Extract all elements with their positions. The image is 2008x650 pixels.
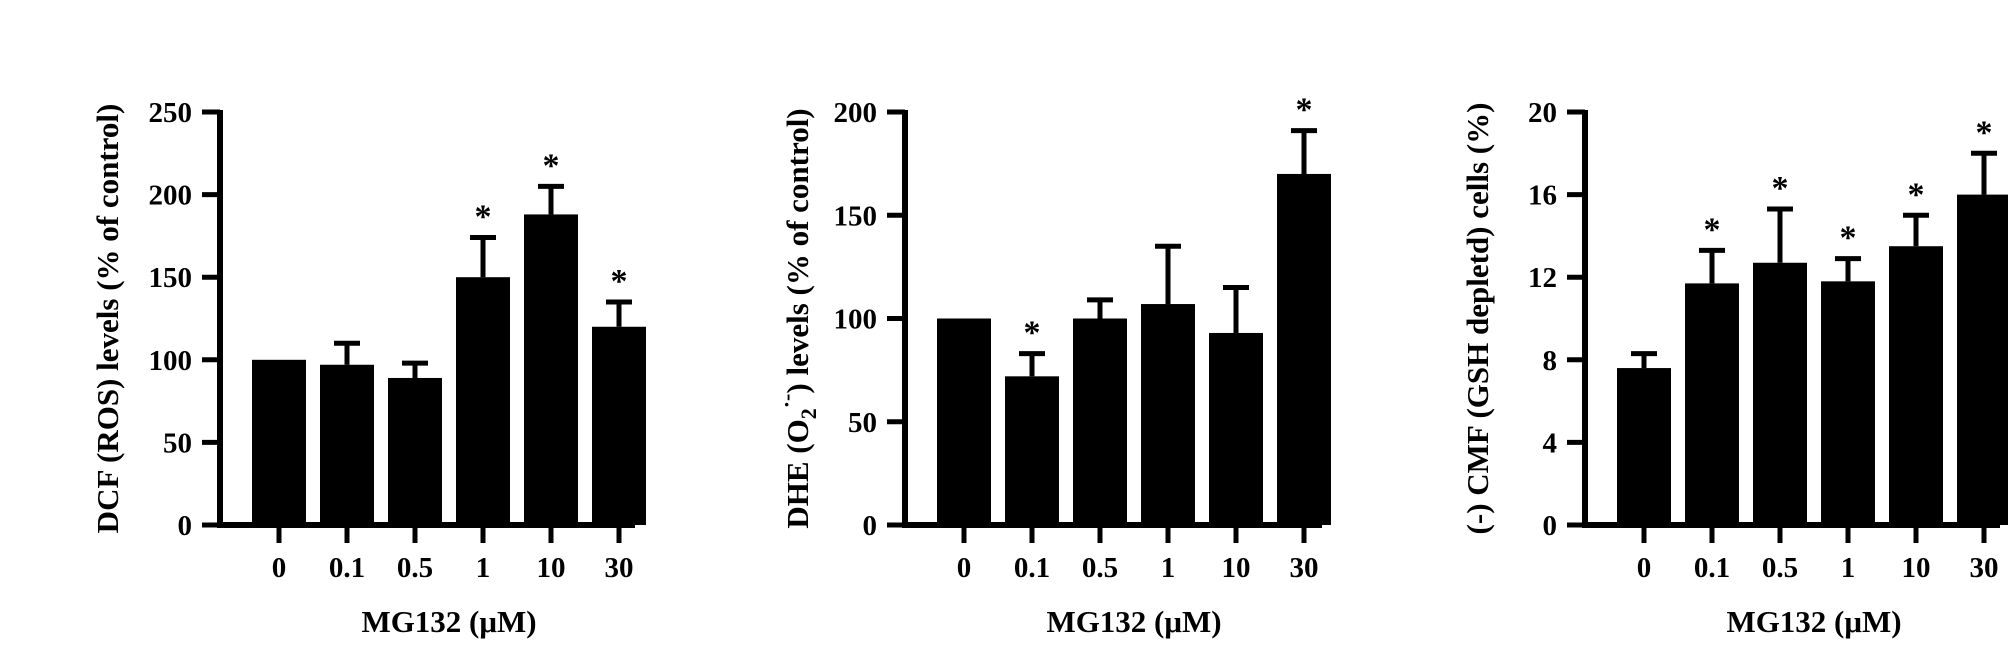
bar — [592, 326, 646, 525]
bar — [1073, 318, 1127, 525]
significance-marker: * — [543, 147, 560, 184]
x-tick-label: 10 — [537, 552, 566, 584]
y-tick-label: 8 — [1543, 345, 1558, 377]
x-tick-label: 1 — [1841, 552, 1856, 584]
bar — [456, 277, 510, 525]
y-tick-label: 200 — [149, 180, 193, 212]
bar — [1277, 173, 1331, 525]
bar — [1617, 368, 1671, 525]
x-tick-label: 1 — [476, 552, 491, 584]
y-tick-label: 0 — [863, 510, 878, 542]
significance-marker: * — [1840, 220, 1857, 257]
bar — [252, 359, 306, 525]
x-tick-label: 0 — [957, 552, 972, 584]
bar — [388, 377, 442, 525]
y-tick-label: 150 — [149, 262, 193, 294]
y-tick-label: 150 — [834, 200, 878, 232]
x-tick-label: 0 — [272, 552, 287, 584]
y-axis-title: DHE (O2·-) levels (% of control) — [774, 108, 821, 528]
chart-panel-3: 0 4 8 12 16 20 0 0.1 * 0.5 * 1 * 10 * 30 * MG132 (μM) (-) … — [1460, 97, 2008, 639]
y-tick-label: 100 — [834, 304, 878, 336]
x-tick-label: 0.1 — [1014, 552, 1050, 584]
significance-marker: * — [1704, 211, 1721, 248]
y-tick-label: 16 — [1528, 180, 1557, 212]
x-axis-title: MG132 (μM) — [361, 604, 536, 639]
bar — [1753, 262, 1807, 525]
x-tick-label: 10 — [1902, 552, 1931, 584]
x-tick-label: 30 — [1970, 552, 1999, 584]
y-tick-label: 4 — [1543, 427, 1558, 459]
bar — [320, 364, 374, 525]
y-tick-label: 200 — [834, 97, 878, 129]
x-tick-label: 0.1 — [329, 552, 365, 584]
y-tick-label: 0 — [1543, 510, 1558, 542]
x-tick-label: 0 — [1637, 552, 1652, 584]
x-tick-label: 0.5 — [397, 552, 433, 584]
y-tick-label: 20 — [1528, 97, 1557, 129]
y-axis-title: (-) CMF (GSH depletd) cells (%) — [1460, 103, 1495, 535]
significance-marker: * — [611, 263, 628, 300]
significance-marker: * — [1296, 92, 1313, 129]
x-axis-title: MG132 (μM) — [1046, 604, 1221, 639]
bar — [1005, 376, 1059, 525]
x-tick-label: 0.5 — [1082, 552, 1118, 584]
y-tick-label: 50 — [848, 407, 877, 439]
bar — [1957, 194, 2008, 525]
significance-marker: * — [1024, 315, 1041, 352]
bar — [1685, 283, 1739, 525]
x-axis-title: MG132 (μM) — [1726, 604, 1901, 639]
chart-panel-1: 0 50 100 150 200 250 0 0.1 0.5 1 * 10 * 30 * MG132 (μM)… — [90, 97, 646, 639]
significance-marker: * — [1976, 114, 1993, 151]
bar — [1889, 246, 1943, 525]
x-tick-label: 0.5 — [1762, 552, 1798, 584]
bar — [937, 318, 991, 525]
x-tick-label: 30 — [1290, 552, 1319, 584]
y-axis-title: DCF (ROS) levels (% of control) — [90, 104, 125, 534]
x-tick-label: 0.1 — [1694, 552, 1730, 584]
significance-marker: * — [1908, 176, 1925, 213]
x-tick-label: 30 — [605, 552, 634, 584]
bar — [1209, 332, 1263, 525]
significance-marker: * — [475, 199, 492, 236]
y-tick-label: 100 — [149, 345, 193, 377]
bar — [1141, 304, 1195, 525]
bar — [524, 214, 578, 525]
x-tick-label: 10 — [1222, 552, 1251, 584]
significance-marker: * — [1772, 170, 1789, 207]
x-tick-label: 1 — [1161, 552, 1176, 584]
y-tick-label: 50 — [163, 427, 192, 459]
y-tick-label: 250 — [149, 97, 193, 129]
y-tick-label: 12 — [1528, 262, 1557, 294]
bar — [1821, 281, 1875, 525]
chart-panel-2: 0 50 100 150 200 0 0.1 * 0.5 1 10 30 * MG132 (μM) DHE … — [774, 92, 1331, 639]
y-tick-label: 0 — [178, 510, 193, 542]
